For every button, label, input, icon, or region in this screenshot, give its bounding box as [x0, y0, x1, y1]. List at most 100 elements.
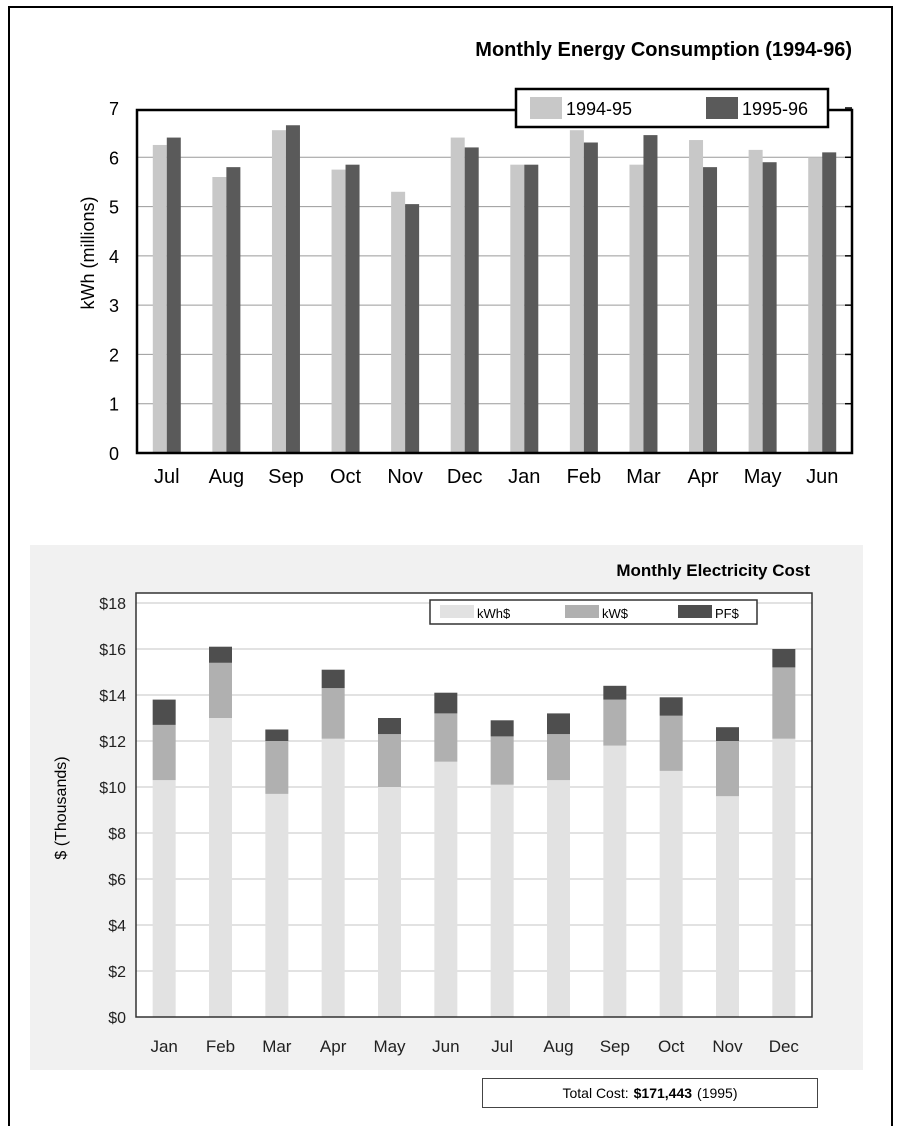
bar-kW$-Apr	[321, 688, 345, 739]
bar-1994-95-Jun	[808, 157, 823, 454]
legend: 1994-95 1995-96	[514, 87, 830, 129]
bar-PF$-Jun	[434, 692, 458, 714]
bar-1994-95-Nov	[391, 191, 406, 454]
legend-swatch	[530, 97, 562, 119]
bar-1994-95-Mar	[629, 164, 644, 453]
x-tick-label: Apr	[687, 466, 718, 488]
x-tick-label: Mar	[626, 466, 661, 488]
y-tick-labels: 0 1 2 3 4 5 6 7	[109, 99, 119, 464]
bar-kWh$-Sep	[603, 745, 627, 1017]
bar-1995-96-Feb	[583, 142, 598, 453]
y-tick-label: $14	[99, 688, 126, 705]
total-cost-value: $171,443	[633, 1085, 693, 1101]
x-tick-label: Jun	[432, 1037, 459, 1056]
bar-1994-95-Oct	[331, 169, 346, 453]
bar-kW$-Jul	[490, 736, 514, 785]
bar-1994-95-Aug	[212, 177, 227, 453]
bar-PF$-Aug	[547, 713, 570, 735]
figure-frame	[8, 6, 893, 1126]
x-tick-label: Sep	[268, 466, 304, 488]
bar-kWh$-Apr	[321, 738, 345, 1017]
bar-PF$-Apr	[321, 669, 345, 689]
bar-PF$-Nov	[716, 727, 739, 741]
x-tick-label: Sep	[600, 1037, 630, 1056]
bars	[152, 646, 796, 1017]
y-tick-label: $12	[99, 734, 126, 751]
bar-kW$-Aug	[547, 734, 570, 781]
y-tick-label: 7	[109, 99, 119, 119]
y-tick-label: $4	[108, 918, 126, 935]
bar-1994-95-Jan	[510, 164, 525, 453]
x-tick-label: Dec	[447, 466, 483, 488]
x-tick-label: Jan	[150, 1037, 177, 1056]
x-tick-label: May	[744, 466, 782, 488]
x-tick-label: Jul	[154, 466, 180, 488]
y-tick-label: $16	[99, 642, 126, 659]
bar-1994-95-Dec	[450, 137, 465, 454]
chart-title: Monthly Energy Consumption (1994-96)	[475, 39, 852, 61]
bar-1994-95-Sep	[271, 130, 286, 453]
legend-swatch	[565, 605, 599, 618]
bar-kW$-Mar	[265, 741, 289, 794]
bar-1995-96-Aug	[226, 167, 241, 453]
bar-1995-96-May	[762, 162, 777, 453]
total-cost-box: Total Cost: $171,443 (1995)	[482, 1078, 818, 1108]
x-tick-label: Feb	[567, 466, 601, 488]
plot-frame	[135, 592, 813, 1018]
y-axis-label: $ (Thousands)	[53, 756, 70, 859]
bar-kWh$-Mar	[265, 793, 289, 1017]
bars	[152, 125, 837, 454]
bar-PF$-May	[378, 718, 401, 735]
bar-1995-96-Oct	[345, 164, 360, 453]
bar-1994-95-Jul	[152, 144, 167, 453]
bar-kW$-Jun	[434, 713, 458, 762]
y-tick-label: $10	[99, 780, 126, 797]
x-tick-labels: Jul Aug Sep Oct Nov Dec Jan Feb Mar Apr May Jun	[154, 466, 838, 488]
x-tick-label: Mar	[262, 1037, 292, 1056]
y-tick-label: 1	[109, 395, 119, 415]
bar-kWh$-Aug	[547, 780, 570, 1017]
bar-kW$-Feb	[209, 662, 232, 718]
x-tick-label: Feb	[206, 1037, 235, 1056]
bar-PF$-Mar	[265, 729, 289, 741]
bar-1995-96-Sep	[285, 125, 300, 453]
bar-1995-96-Mar	[643, 135, 658, 453]
bar-kW$-Oct	[659, 715, 683, 771]
bar-PF$-Sep	[603, 685, 627, 700]
y-tick-labels: $0 $2 $4 $6 $8 $10 $12 $14 $16 $18	[99, 596, 126, 1027]
bar-PF$-Dec	[772, 649, 796, 668]
bar-PF$-Jul	[490, 720, 514, 737]
bar-kW$-May	[378, 734, 401, 787]
y-tick-label: 3	[109, 296, 119, 316]
bar-kW$-Jan	[152, 724, 176, 781]
y-tick-label: 4	[109, 247, 119, 267]
x-tick-label: Apr	[320, 1037, 347, 1056]
bar-1995-96-Apr	[703, 167, 718, 453]
y-tick-label: $18	[99, 596, 126, 613]
legend-label: kWh$	[477, 606, 511, 621]
x-tick-label: Dec	[769, 1037, 800, 1056]
plot-frame	[135, 108, 854, 455]
bar-1994-95-May	[748, 149, 763, 453]
bar-kWh$-May	[378, 787, 401, 1017]
y-tick-label: $2	[108, 964, 126, 981]
x-tick-label: Nov	[387, 466, 423, 488]
plot-area	[136, 593, 812, 1017]
bar-1995-96-Dec	[464, 147, 479, 453]
x-tick-labels: Jan Feb Mar Apr May Jun Jul Aug Sep Oct Nov Dec	[150, 1037, 799, 1056]
bar-kWh$-Jan	[152, 780, 176, 1017]
grid-lines	[136, 602, 812, 972]
y-tick-label: $8	[108, 826, 126, 843]
y-tick-label: $6	[108, 872, 126, 889]
x-tick-label: Jun	[806, 466, 838, 488]
y-tick-label: 6	[109, 148, 119, 168]
bar-kWh$-Jun	[434, 761, 458, 1017]
y-axis-label: kWh (millions)	[78, 196, 98, 309]
legend-swatch	[440, 605, 474, 618]
y-tick-label: 0	[109, 444, 119, 464]
total-cost-year: (1995)	[697, 1085, 738, 1101]
x-tick-label: Aug	[543, 1037, 573, 1056]
y-tick-label: 2	[109, 345, 119, 365]
bar-kW$-Nov	[716, 741, 739, 797]
